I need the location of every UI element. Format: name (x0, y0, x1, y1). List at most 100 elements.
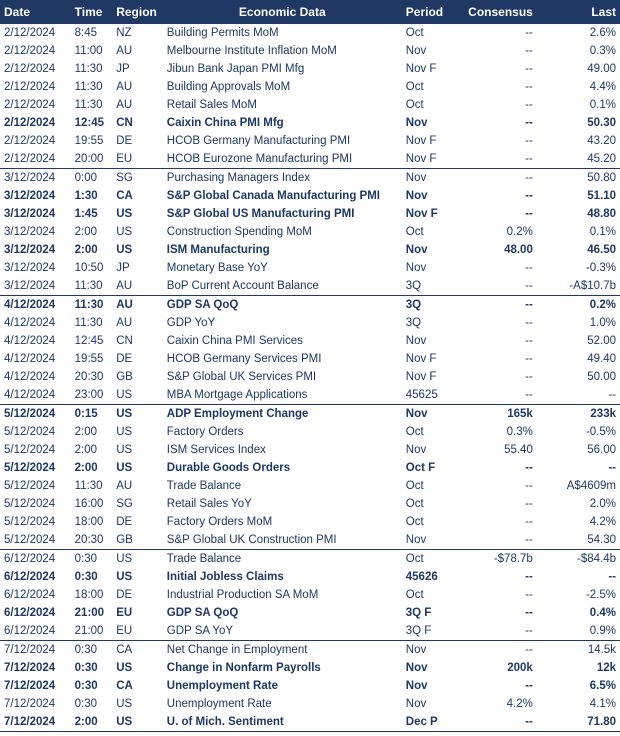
cell-period: Oct (402, 96, 454, 114)
cell-date: 7/12/2024 (0, 677, 71, 695)
cell-date: 3/12/2024 (0, 259, 71, 277)
cell-date: 5/12/2024 (0, 441, 71, 459)
cell-region: AU (112, 296, 163, 315)
cell-time: 21:00 (71, 604, 113, 622)
cell-time: 20:30 (71, 531, 113, 550)
cell-time: 11:30 (71, 60, 113, 78)
cell-region: AU (112, 42, 163, 60)
cell-econ: MBA Mortgage Applications (163, 386, 402, 405)
cell-last: 0.1% (537, 96, 620, 114)
cell-region: CA (112, 187, 163, 205)
cell-time: 23:00 (71, 386, 113, 405)
cell-region: DE (112, 513, 163, 531)
cell-date: 4/12/2024 (0, 350, 71, 368)
table-row: 4/12/202420:30GBS&P Global UK Services P… (0, 368, 620, 386)
cell-region: DE (112, 350, 163, 368)
table-row: 4/12/202419:55DEHCOB Germany Services PM… (0, 350, 620, 368)
cell-period: Nov F (402, 205, 454, 223)
table-row: 3/12/20240:00SGPurchasing Managers Index… (0, 169, 620, 188)
cell-time: 0:30 (71, 641, 113, 660)
cell-date: 6/12/2024 (0, 568, 71, 586)
cell-period: Nov F (402, 368, 454, 386)
cell-period: Oct (402, 550, 454, 569)
cell-consensus: -- (454, 332, 537, 350)
table-row: 3/12/20241:45USS&P Global US Manufacturi… (0, 205, 620, 223)
cell-date: 2/12/2024 (0, 78, 71, 96)
cell-consensus: -- (454, 78, 537, 96)
cell-last: -0.5% (537, 423, 620, 441)
cell-period: 3Q (402, 296, 454, 315)
cell-date: 2/12/2024 (0, 96, 71, 114)
table-row: 5/12/20242:00USFactory OrdersOct0.3%-0.5… (0, 423, 620, 441)
table-row: 5/12/20240:15USADP Employment ChangeNov1… (0, 405, 620, 424)
table-row: 7/12/20240:30CANet Change in EmploymentN… (0, 641, 620, 660)
cell-time: 11:30 (71, 477, 113, 495)
cell-last: 6.5% (537, 677, 620, 695)
cell-econ: Monetary Base YoY (163, 259, 402, 277)
cell-econ: ADP Employment Change (163, 405, 402, 424)
cell-period: Nov (402, 241, 454, 259)
cell-last: 50.00 (537, 368, 620, 386)
col-header-time: Time (71, 0, 113, 24)
cell-time: 2:00 (71, 223, 113, 241)
table-row: 2/12/202411:30AUBuilding Approvals MoMOc… (0, 78, 620, 96)
cell-date: 2/12/2024 (0, 60, 71, 78)
cell-period: Nov (402, 641, 454, 660)
cell-consensus: -- (454, 314, 537, 332)
cell-period: Nov F (402, 150, 454, 169)
col-header-region: Region (112, 0, 163, 24)
cell-time: 16:00 (71, 495, 113, 513)
cell-last: 50.30 (537, 114, 620, 132)
cell-date: 4/12/2024 (0, 296, 71, 315)
cell-consensus: 165k (454, 405, 537, 424)
cell-time: 21:00 (71, 622, 113, 641)
cell-time: 1:30 (71, 187, 113, 205)
cell-time: 10:50 (71, 259, 113, 277)
cell-last: 51.10 (537, 187, 620, 205)
cell-region: US (112, 423, 163, 441)
cell-last: 14.5k (537, 641, 620, 660)
table-header: Date Time Region Economic Data Period Co… (0, 0, 620, 24)
cell-region: SG (112, 169, 163, 188)
cell-consensus: -- (454, 350, 537, 368)
table-row: 3/12/20242:00USISM ManufacturingNov48.00… (0, 241, 620, 259)
cell-period: Oct (402, 24, 454, 42)
table-row: 2/12/202419:55DEHCOB Germany Manufacturi… (0, 132, 620, 150)
economic-calendar-table: Date Time Region Economic Data Period Co… (0, 0, 620, 732)
cell-last: 0.2% (537, 296, 620, 315)
cell-date: 2/12/2024 (0, 114, 71, 132)
cell-consensus: -- (454, 368, 537, 386)
cell-region: AU (112, 477, 163, 495)
cell-last: 233k (537, 405, 620, 424)
cell-date: 7/12/2024 (0, 641, 71, 660)
cell-consensus: 0.3% (454, 423, 537, 441)
cell-time: 0:30 (71, 659, 113, 677)
cell-consensus: -- (454, 169, 537, 188)
cell-consensus: -- (454, 259, 537, 277)
table-row: 7/12/20240:30USChange in Nonfarm Payroll… (0, 659, 620, 677)
cell-date: 3/12/2024 (0, 277, 71, 296)
cell-date: 3/12/2024 (0, 241, 71, 259)
cell-last: 0.1% (537, 223, 620, 241)
cell-last: 50.80 (537, 169, 620, 188)
cell-econ: Durable Goods Orders (163, 459, 402, 477)
table-row: 2/12/202411:00AUMelbourne Institute Infl… (0, 42, 620, 60)
table-row: 2/12/202412:45CNCaixin China PMI MfgNov-… (0, 114, 620, 132)
cell-region: GB (112, 531, 163, 550)
cell-period: Oct (402, 423, 454, 441)
table-body: 2/12/20248:45NZBuilding Permits MoMOct--… (0, 24, 620, 732)
cell-last: 71.80 (537, 713, 620, 732)
cell-time: 18:00 (71, 513, 113, 531)
col-header-econ: Economic Data (163, 0, 402, 24)
table-row: 4/12/202411:30AUGDP SA QoQ3Q--0.2% (0, 296, 620, 315)
table-row: 5/12/202418:00DEFactory Orders MoMOct--4… (0, 513, 620, 531)
table-row: 5/12/202416:00SGRetail Sales YoYOct--2.0… (0, 495, 620, 513)
cell-last: 2.6% (537, 24, 620, 42)
cell-econ: S&P Global UK Construction PMI (163, 531, 402, 550)
table-row: 2/12/202411:30AURetail Sales MoMOct--0.1… (0, 96, 620, 114)
cell-region: EU (112, 604, 163, 622)
cell-period: Nov (402, 42, 454, 60)
cell-consensus: -- (454, 604, 537, 622)
cell-econ: S&P Global Canada Manufacturing PMI (163, 187, 402, 205)
cell-region: AU (112, 96, 163, 114)
